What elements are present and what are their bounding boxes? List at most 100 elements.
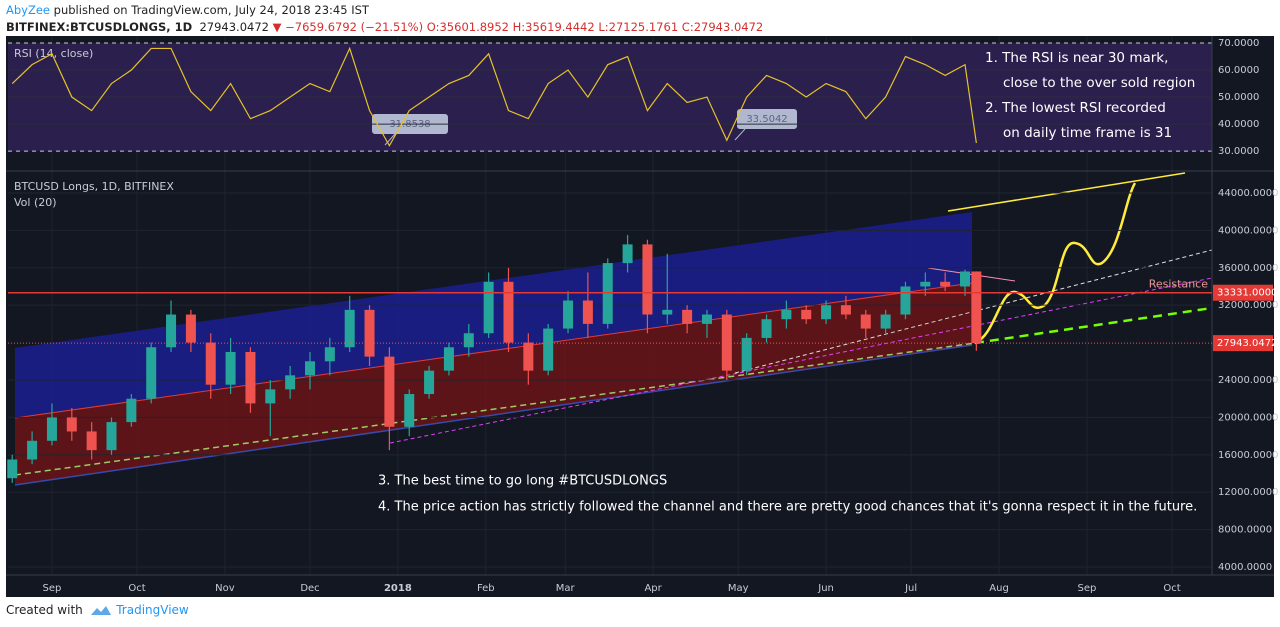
x-tick-label: Dec bbox=[300, 583, 319, 594]
candle-body bbox=[364, 309, 375, 357]
callout-pointer bbox=[384, 133, 396, 146]
logo bbox=[91, 605, 112, 615]
candle-body bbox=[245, 351, 256, 404]
candle-body bbox=[781, 309, 792, 320]
y-tick-label: 40.0000 bbox=[1218, 119, 1259, 130]
candle-body bbox=[46, 417, 57, 441]
candle-body bbox=[106, 422, 117, 451]
candle-body bbox=[424, 370, 435, 395]
x-tick-label: Oct bbox=[1163, 583, 1180, 594]
created: Created with bbox=[6, 603, 83, 617]
note: 4. The price action has strictly followe… bbox=[378, 500, 1197, 515]
close: C:27943.0472 bbox=[681, 20, 764, 34]
note: close to the over sold region bbox=[1003, 75, 1195, 91]
x-tick-label: 2018 bbox=[384, 583, 412, 594]
target-line bbox=[947, 172, 1186, 212]
projection-curve bbox=[974, 182, 1137, 345]
rsi-title: RSI (14, close) bbox=[14, 47, 93, 60]
candle-body bbox=[971, 271, 982, 344]
candle-body bbox=[622, 244, 633, 264]
x-tick-label: Aug bbox=[989, 583, 1009, 594]
candle-body bbox=[602, 263, 613, 324]
candle-body bbox=[960, 271, 971, 287]
candle-body bbox=[225, 351, 236, 385]
y-tick-label: 8000.0000 bbox=[1218, 525, 1272, 536]
y-tick-label: 70.0000 bbox=[1218, 38, 1259, 49]
candle-body bbox=[701, 314, 712, 324]
note: 1. The RSI is near 30 mark, bbox=[985, 50, 1168, 66]
last: 27943.0472 bbox=[199, 20, 269, 34]
y-tick-label: 24000.0000 bbox=[1218, 375, 1278, 386]
candle-body bbox=[285, 375, 296, 390]
resistance-label: Resistance bbox=[1149, 278, 1209, 291]
candle-body bbox=[523, 342, 534, 371]
x-tick-label: Mar bbox=[556, 583, 576, 594]
candle-body bbox=[166, 314, 177, 348]
candle-body bbox=[801, 309, 812, 320]
candle-body bbox=[563, 300, 574, 329]
y-tick-label: 44000.0000 bbox=[1218, 188, 1278, 199]
candle-body bbox=[384, 356, 395, 427]
author[interactable]: AbyZee bbox=[6, 3, 51, 17]
open: O:35601.8952 bbox=[426, 20, 509, 34]
x-tick-label: May bbox=[728, 583, 749, 594]
footer: Created with TradingView bbox=[6, 603, 189, 618]
y-tick-label: 12000.0000 bbox=[1218, 487, 1278, 498]
note: on daily time frame is 31 bbox=[1003, 125, 1172, 141]
y-tick-label: 60.0000 bbox=[1218, 65, 1259, 76]
candle-body bbox=[880, 314, 891, 329]
x-tick-label: Nov bbox=[215, 583, 235, 594]
arrow: ▼ bbox=[272, 20, 282, 34]
y-tick-label: 36000.0000 bbox=[1218, 263, 1278, 274]
channel-lower bbox=[15, 283, 972, 485]
x-tick-label: Sep bbox=[43, 583, 62, 594]
price-tag-label: 27943.0472 bbox=[1217, 338, 1277, 349]
candle-body bbox=[860, 314, 871, 329]
y-tick-label: 50.0000 bbox=[1218, 92, 1259, 103]
candle-body bbox=[642, 244, 653, 315]
y-tick-label: 30.0000 bbox=[1218, 146, 1259, 157]
y-tick-label: 40000.0000 bbox=[1218, 225, 1278, 236]
trend-projection bbox=[974, 306, 1213, 345]
channel-bottom bbox=[14, 344, 973, 486]
candle-body bbox=[940, 281, 951, 287]
candle-body bbox=[682, 309, 693, 324]
candle-body bbox=[185, 314, 196, 343]
change: −7659.6792 (−21.51%) bbox=[285, 20, 424, 34]
x-tick-label: Jul bbox=[904, 583, 917, 594]
published: published on TradingView.com, July 24, 2… bbox=[53, 3, 369, 17]
candle-body bbox=[324, 347, 335, 362]
candle-body bbox=[463, 333, 474, 348]
x-tick-label: Sep bbox=[1078, 583, 1097, 594]
volume-title: Vol (20) bbox=[14, 196, 57, 209]
publish-line: AbyZee published on TradingView.com, Jul… bbox=[6, 2, 763, 19]
candle-body bbox=[840, 305, 851, 315]
candle-body bbox=[900, 286, 911, 315]
x-tick-label: Feb bbox=[477, 583, 495, 594]
y-tick-label: 32000.0000 bbox=[1218, 300, 1278, 311]
candle-body bbox=[920, 281, 931, 287]
candle-body bbox=[721, 314, 732, 371]
y-tick-label: 4000.0000 bbox=[1218, 562, 1272, 573]
chart-title: BTCUSD Longs, 1D, BITFINEX bbox=[14, 180, 174, 193]
candle-body bbox=[404, 394, 415, 427]
candle-body bbox=[86, 431, 97, 451]
brand[interactable]: TradingView bbox=[116, 603, 189, 617]
candle-body bbox=[304, 361, 315, 376]
price-tag-label: 33331.0000 bbox=[1217, 288, 1277, 299]
rsi-callout: 33.5042 bbox=[746, 114, 787, 125]
candle-body bbox=[543, 328, 554, 371]
candle-body bbox=[146, 347, 157, 399]
rsi-line bbox=[11, 46, 977, 147]
callout-pointer bbox=[734, 128, 746, 141]
candle-body bbox=[741, 337, 752, 371]
y-tick-label: 16000.0000 bbox=[1218, 450, 1278, 461]
candle-body bbox=[265, 389, 276, 404]
header: AbyZee published on TradingView.com, Jul… bbox=[6, 2, 763, 36]
candle-body bbox=[503, 281, 514, 343]
candle-body bbox=[126, 398, 137, 423]
candle-body bbox=[483, 281, 494, 334]
y-tick-label: 20000.0000 bbox=[1218, 412, 1278, 423]
